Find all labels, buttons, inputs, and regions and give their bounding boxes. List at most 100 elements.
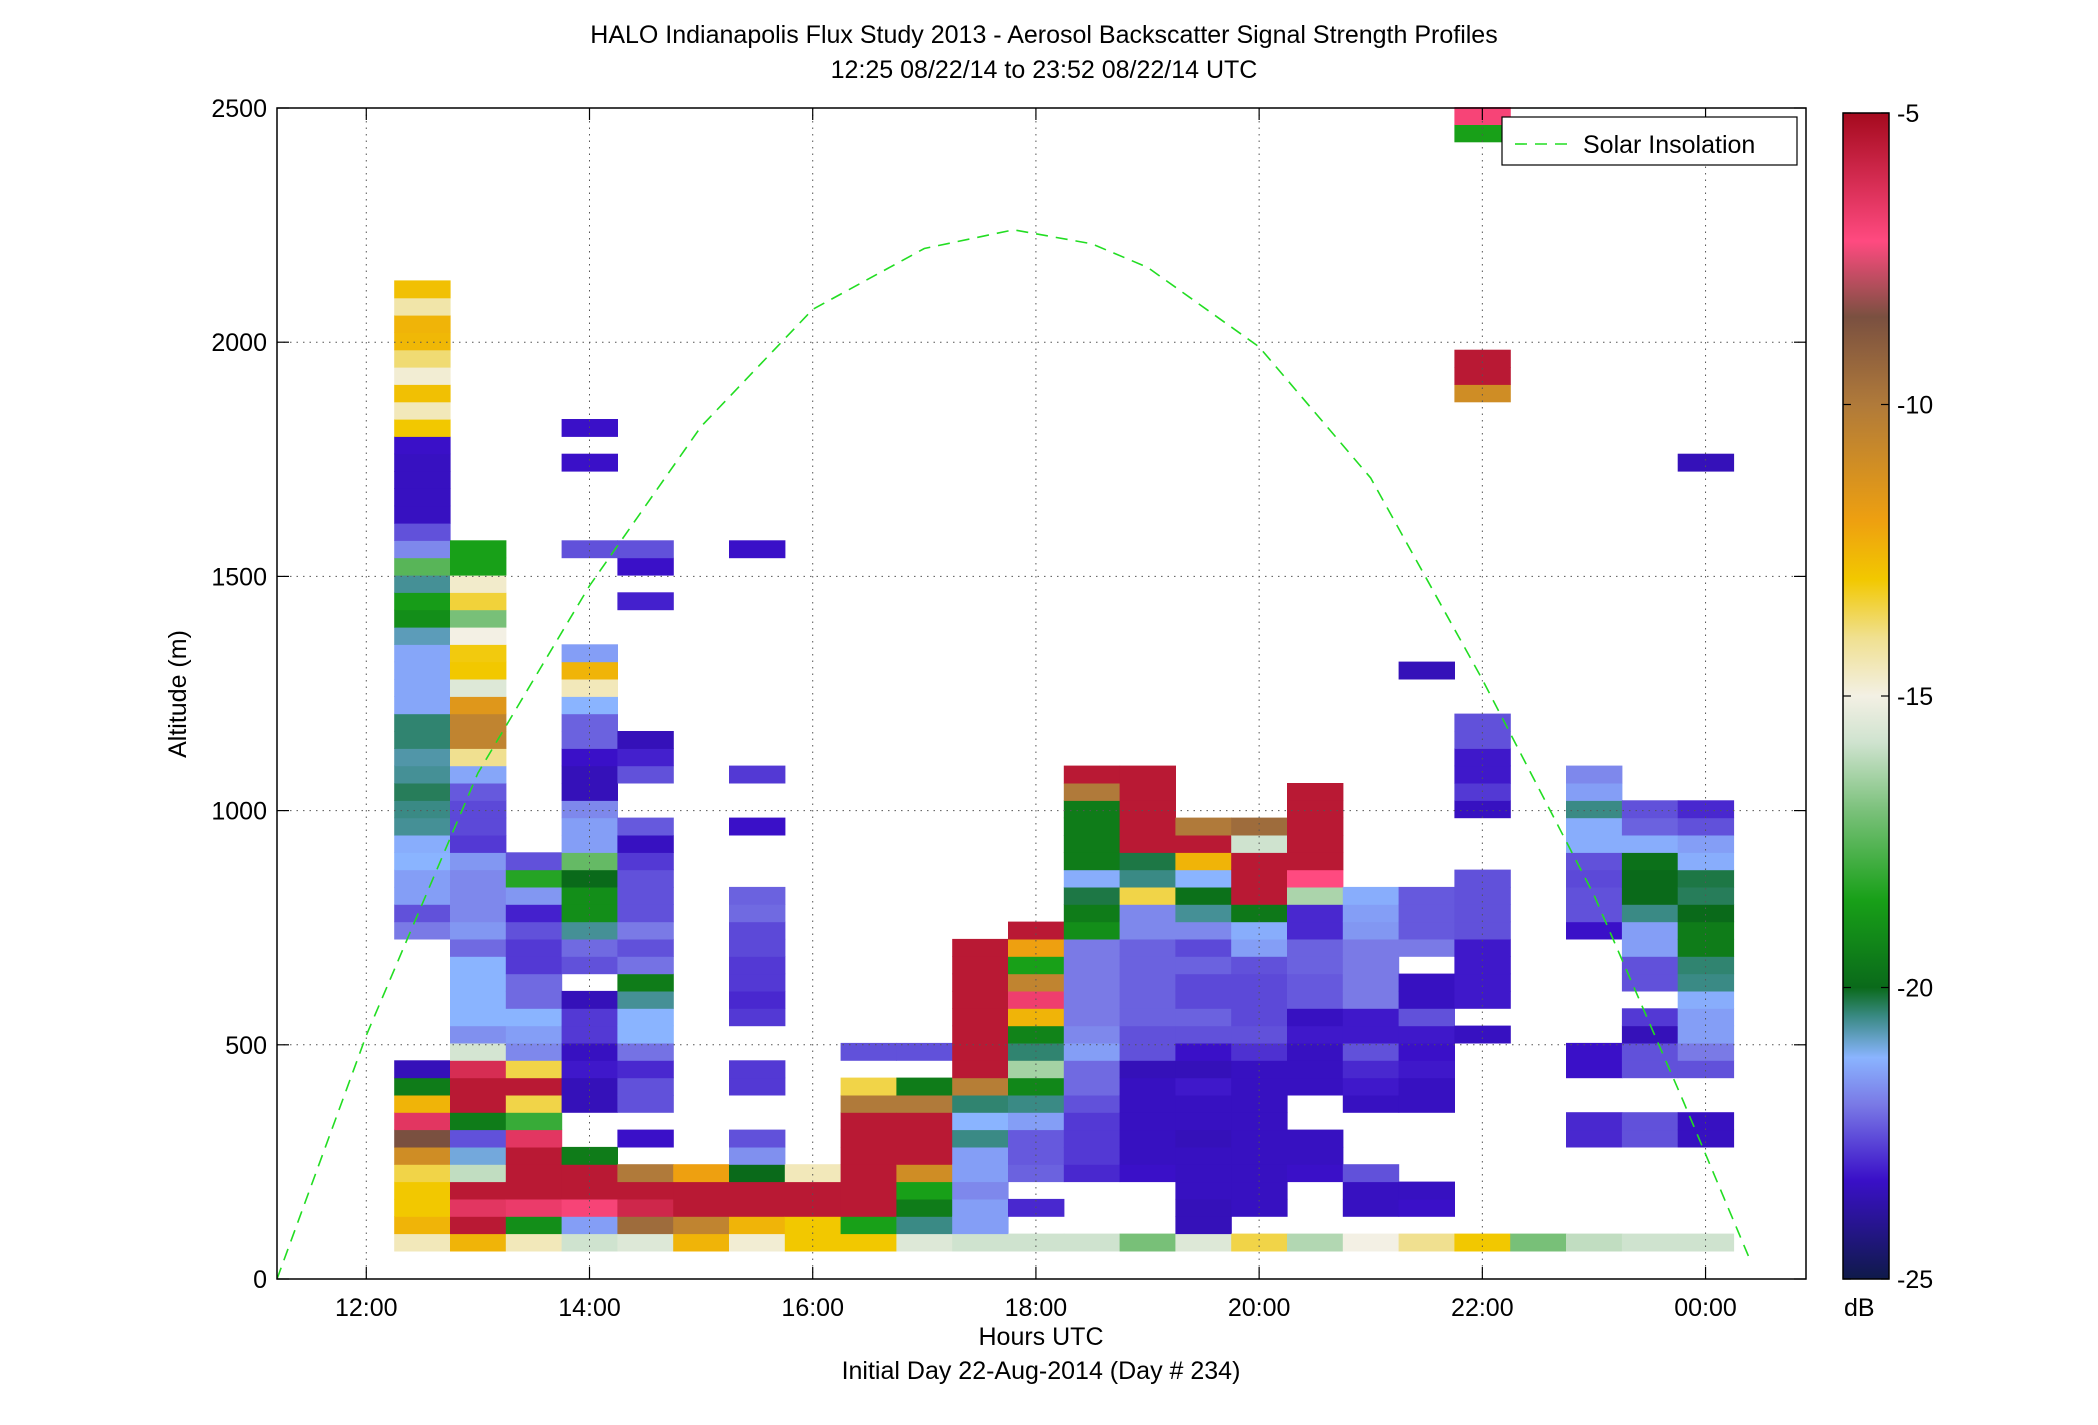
heatmap-cell bbox=[1454, 765, 1511, 784]
heatmap-cell bbox=[1454, 349, 1511, 368]
heatmap-cell bbox=[784, 1233, 842, 1252]
heatmap-cell bbox=[729, 973, 786, 992]
heatmap-cell bbox=[840, 1164, 897, 1183]
heatmap-cell bbox=[952, 1181, 1009, 1200]
heatmap-cell bbox=[840, 1233, 897, 1252]
heatmap-cell bbox=[1119, 904, 1176, 923]
heatmap-cell bbox=[1677, 1233, 1735, 1252]
heatmap-cell bbox=[1287, 817, 1344, 836]
heatmap-cell bbox=[1119, 783, 1176, 801]
heatmap-cell bbox=[450, 592, 507, 611]
heatmap-cell bbox=[450, 1198, 507, 1217]
heatmap-cell bbox=[896, 1042, 953, 1061]
heatmap-cell bbox=[1063, 1042, 1121, 1061]
heatmap-cell bbox=[1119, 1146, 1176, 1165]
heatmap-cell bbox=[729, 921, 786, 940]
heatmap-cell bbox=[1008, 1164, 1065, 1183]
heatmap-cell bbox=[1175, 886, 1232, 905]
heatmap-cell bbox=[394, 1198, 451, 1217]
heatmap-cell bbox=[729, 1060, 786, 1079]
heatmap-cell bbox=[561, 800, 618, 819]
heatmap-cell bbox=[1175, 904, 1232, 923]
heatmap-cell bbox=[394, 696, 451, 715]
heatmap-cell bbox=[952, 1233, 1009, 1252]
heatmap-cell bbox=[617, 765, 674, 784]
heatmap-cell bbox=[1342, 973, 1400, 992]
heatmap-cell bbox=[450, 904, 507, 923]
heatmap-cell bbox=[561, 904, 618, 923]
heatmap-cell bbox=[561, 1216, 618, 1235]
heatmap-cell bbox=[1231, 1008, 1288, 1027]
colorbar-tick-label: -20 bbox=[1897, 975, 1933, 1003]
heatmap-cell bbox=[450, 1146, 507, 1165]
heatmap-cell bbox=[673, 1198, 730, 1217]
heatmap-cell bbox=[1621, 869, 1679, 888]
heatmap-cell bbox=[394, 540, 451, 559]
heatmap-cell bbox=[1454, 384, 1511, 403]
heatmap-cell bbox=[394, 471, 451, 489]
heatmap-cell bbox=[1621, 1112, 1679, 1131]
heatmap-cell bbox=[1175, 1077, 1232, 1096]
heatmap-cell bbox=[561, 1077, 618, 1096]
heatmap-cell bbox=[561, 540, 618, 559]
heatmap-cell bbox=[1621, 1025, 1679, 1044]
x-tick-label: 00:00 bbox=[1674, 1294, 1737, 1322]
heatmap-cell bbox=[450, 679, 507, 697]
x-tick-label: 16:00 bbox=[781, 1294, 844, 1322]
colorbar-tick-label: -10 bbox=[1897, 392, 1933, 420]
heatmap-cell bbox=[784, 1181, 842, 1200]
heatmap-cell bbox=[394, 1094, 451, 1113]
heatmap-cell bbox=[450, 731, 507, 749]
heatmap-cell bbox=[394, 453, 451, 472]
heatmap-cell bbox=[1287, 852, 1344, 871]
heatmap-cell bbox=[1175, 990, 1232, 1009]
x-tick-label: 14:00 bbox=[558, 1294, 621, 1322]
heatmap-cell bbox=[1287, 1129, 1344, 1148]
heatmap-cell bbox=[1063, 1112, 1121, 1131]
heatmap-cell bbox=[1119, 921, 1176, 940]
x-tick-label: 22:00 bbox=[1451, 1294, 1514, 1322]
heatmap-cell bbox=[1454, 904, 1511, 923]
heatmap-cell bbox=[617, 835, 674, 853]
heatmap-cell bbox=[617, 973, 674, 992]
heatmap-cell bbox=[729, 938, 786, 957]
heatmap-cell bbox=[1454, 973, 1511, 992]
heatmap-cell bbox=[394, 869, 451, 888]
heatmap-cell bbox=[450, 748, 507, 767]
heatmap-cell bbox=[450, 783, 507, 801]
heatmap-cell bbox=[394, 505, 451, 524]
heatmap-cell bbox=[505, 1164, 563, 1183]
heatmap-cell bbox=[1677, 453, 1735, 472]
heatmap-cell bbox=[1398, 1008, 1455, 1027]
heatmap-cell bbox=[394, 852, 451, 871]
heatmap-cell bbox=[1063, 1129, 1121, 1148]
heatmap-cell bbox=[1398, 661, 1455, 680]
heatmap-cell bbox=[450, 1112, 507, 1131]
heatmap-cell bbox=[1063, 1164, 1121, 1183]
heatmap-cell bbox=[450, 1060, 507, 1079]
heatmap-cell bbox=[1398, 938, 1455, 957]
heatmap-cell bbox=[394, 332, 451, 351]
heatmap-cell bbox=[617, 817, 674, 836]
heatmap-cell bbox=[1063, 886, 1121, 905]
heatmap-cell bbox=[729, 956, 786, 975]
heatmap-cell bbox=[1063, 869, 1121, 888]
heatmap-cell bbox=[729, 990, 786, 1009]
heatmap-cell bbox=[1621, 852, 1679, 871]
heatmap-cell bbox=[952, 1094, 1009, 1113]
heatmap-cell bbox=[617, 1008, 674, 1027]
heatmap-cell bbox=[394, 609, 451, 628]
heatmap-cell bbox=[1566, 1129, 1623, 1148]
x-axis-sublabel: Initial Day 22-Aug-2014 (Day # 234) bbox=[842, 1357, 1241, 1385]
heatmap-cell bbox=[1342, 1042, 1400, 1061]
heatmap-cell bbox=[561, 817, 618, 836]
heatmap-cell bbox=[1287, 835, 1344, 853]
heatmap-cell bbox=[1398, 1042, 1455, 1061]
heatmap-cell bbox=[1342, 1198, 1400, 1217]
heatmap-cell bbox=[1454, 713, 1511, 732]
heatmap-cell bbox=[394, 523, 451, 541]
heatmap-cell bbox=[1231, 973, 1288, 992]
heatmap-cell bbox=[1454, 1233, 1511, 1252]
legend-box bbox=[1501, 116, 1798, 166]
heatmap-cell bbox=[450, 1233, 507, 1252]
